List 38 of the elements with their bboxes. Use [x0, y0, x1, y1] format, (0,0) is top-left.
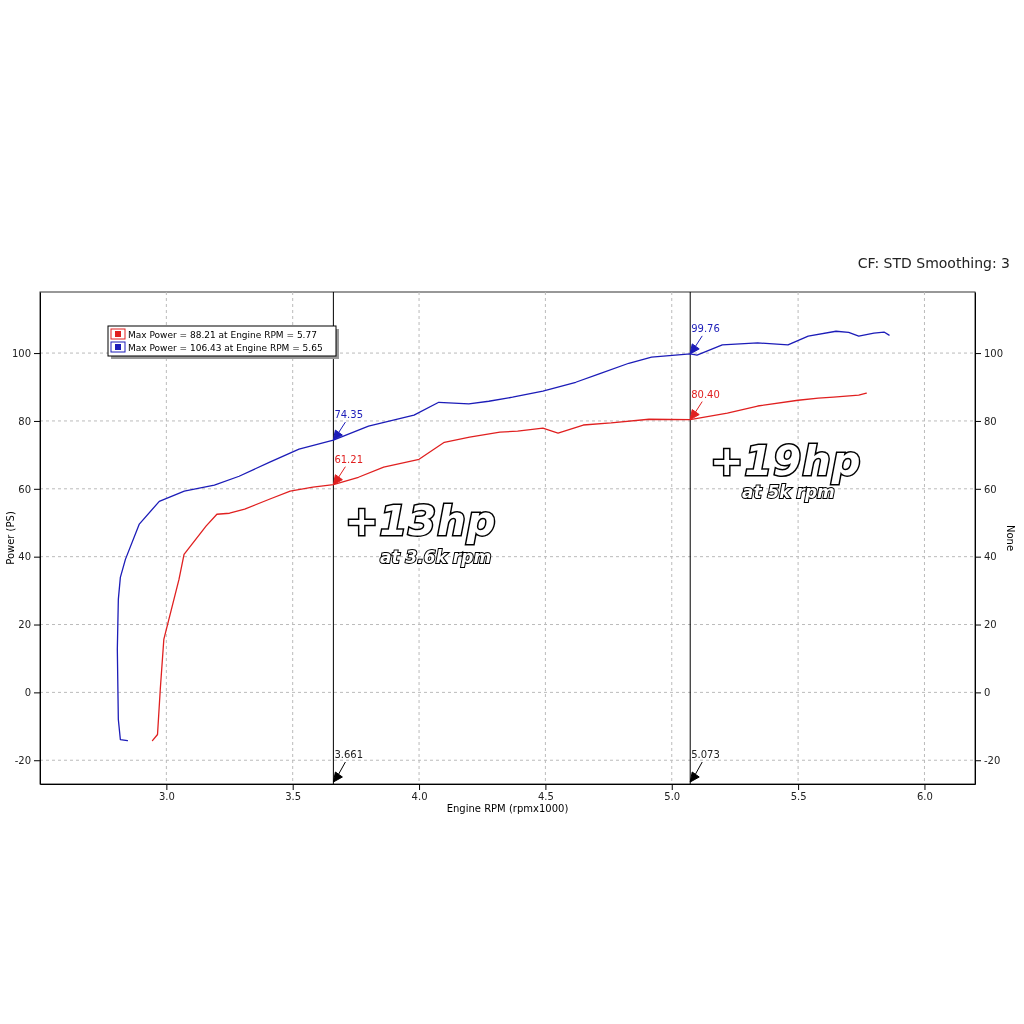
text: CF: STD Smoothing: 3	[857, 255, 1010, 271]
y-tick-label: 40	[18, 551, 31, 563]
data-label: 99.76	[691, 322, 720, 334]
ref-line-label: 3.661	[334, 749, 364, 760]
y-tick-label: 20	[18, 619, 31, 631]
ref-line-label: 5.073	[691, 749, 720, 760]
y2-tick-label: 100	[984, 347, 1004, 359]
x-tick-label: 3.5	[285, 791, 302, 803]
y-axis-title: Power (PS)	[5, 511, 16, 565]
y2-tick-label: -20	[984, 754, 1001, 766]
x-tick-label: 3.0	[158, 791, 175, 803]
legend-label: Max Power = 88.21 at Engine RPM = 5.77	[128, 330, 317, 340]
legend-label: Max Power = 106.43 at Engine RPM = 5.65	[128, 343, 323, 353]
y-tick-label: 80	[18, 415, 31, 427]
y2-tick-label: 20	[984, 619, 997, 631]
annotation: +19hp	[710, 438, 862, 484]
y-tick-label: 0	[24, 687, 31, 699]
y2-tick-label: 40	[984, 551, 997, 563]
x-tick-label: 4.0	[411, 791, 428, 803]
y2-tick-label: 60	[984, 483, 997, 495]
x-tick-label: 6.0	[917, 791, 933, 803]
y2-axis-title: None	[1005, 524, 1016, 552]
data-label: 61.21	[334, 453, 364, 465]
line-series	[116, 330, 890, 742]
line-series	[151, 392, 867, 742]
data-label: 80.40	[691, 388, 720, 400]
y2-tick-label: 80	[984, 415, 997, 427]
annotation: at 3.6k rpm	[380, 547, 492, 567]
x-axis-title: Engine RPM (rpmx1000)	[446, 803, 569, 814]
x-tick-label: 5.5	[790, 791, 807, 803]
x-tick-label: 4.5	[537, 791, 554, 803]
y-tick-label: -20	[14, 754, 31, 766]
data-label: 74.35	[334, 409, 364, 421]
y-tick-label: 100	[11, 347, 31, 359]
x-tick-label: 5.0	[664, 791, 681, 803]
annotation: +13hp	[345, 498, 497, 544]
y2-tick-label: 0	[984, 687, 991, 699]
y-tick-label: 60	[18, 483, 31, 495]
